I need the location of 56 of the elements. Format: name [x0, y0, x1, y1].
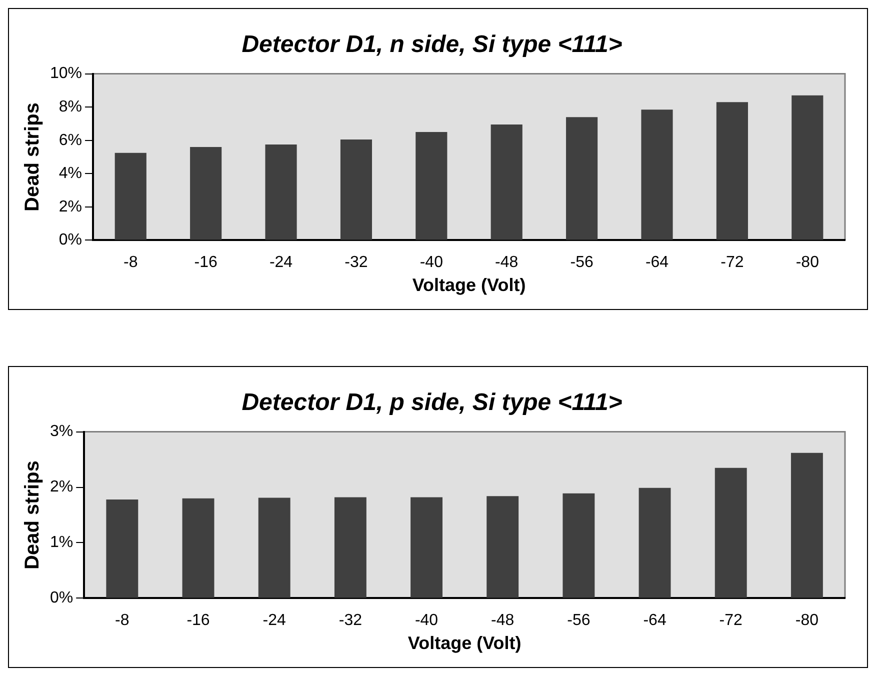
bar: [106, 499, 138, 598]
bar: [182, 498, 214, 598]
chart-title: Detector D1, n side, Si type <111>: [242, 31, 622, 58]
bar: [638, 488, 671, 598]
y-tick-label: 4%: [58, 165, 82, 182]
bar: [258, 498, 290, 598]
y-tick-label: 6%: [58, 132, 82, 149]
x-tick-label: -8: [115, 612, 130, 630]
y-axis-title: Dead strips: [22, 460, 44, 570]
x-tick-label: -24: [262, 612, 286, 630]
x-tick-label: -80: [795, 612, 819, 630]
x-tick-label: -72: [720, 254, 744, 272]
bar: [562, 493, 595, 598]
x-tick-label: -40: [420, 254, 444, 272]
x-axis-title: Voltage (Volt): [412, 275, 526, 296]
x-tick-label: -72: [719, 612, 743, 630]
x-tick-label: -80: [796, 254, 820, 272]
y-axis-title: Dead strips: [22, 102, 44, 212]
x-axis-title: Voltage (Volt): [408, 633, 522, 654]
x-tick-label: -16: [194, 254, 218, 272]
chart-title: Detector D1, p side, Si type <111>: [242, 389, 622, 416]
x-tick-label: -64: [645, 254, 669, 272]
x-tick-label: -56: [567, 612, 590, 630]
y-tick-label: 2%: [50, 478, 74, 496]
x-tick-label: -48: [491, 612, 514, 630]
bar: [486, 496, 519, 598]
y-tick-label: 1%: [50, 534, 74, 552]
y-tick-label: 3%: [50, 423, 74, 440]
x-tick-label: -56: [570, 254, 594, 272]
x-tick-label: -64: [643, 612, 666, 630]
bar: [641, 110, 673, 240]
bar: [265, 144, 297, 240]
x-tick-label: -32: [344, 254, 368, 272]
y-tick-label: 8%: [58, 98, 82, 116]
x-tick-label: -16: [186, 612, 210, 630]
bar: [190, 147, 222, 240]
x-tick-label: -32: [338, 612, 362, 630]
bar: [340, 140, 372, 240]
bar: [714, 468, 747, 598]
bar: [566, 117, 598, 240]
y-tick-label: 10%: [50, 65, 82, 82]
bar: [334, 497, 366, 598]
y-tick-label: 0%: [58, 232, 82, 249]
y-tick-label: 0%: [50, 590, 74, 607]
y-tick-label: 2%: [58, 198, 82, 216]
x-tick-label: -8: [124, 254, 138, 272]
bar: [114, 152, 146, 240]
bar: [716, 102, 748, 240]
bar: [792, 95, 824, 240]
bar: [790, 452, 823, 598]
x-tick-label: -48: [495, 254, 518, 272]
x-tick-label: -40: [414, 612, 438, 630]
bar: [416, 132, 448, 240]
x-tick-label: -24: [269, 254, 293, 272]
bar: [410, 497, 442, 598]
bar: [490, 124, 522, 240]
